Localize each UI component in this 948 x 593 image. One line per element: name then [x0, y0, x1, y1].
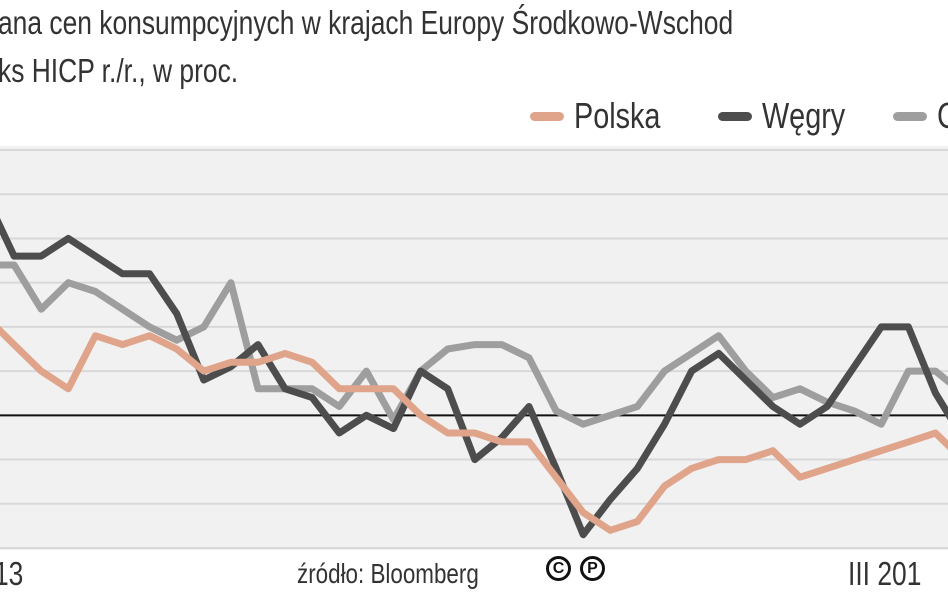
x-tick-label-end: III 201 — [848, 555, 922, 592]
legend-label-polska: Polska — [574, 95, 661, 136]
legend-label-czechy: C — [937, 95, 948, 137]
legend-item-czechy: C — [893, 95, 948, 137]
legend-swatch-czechy — [893, 111, 927, 121]
legend-label-wegry: Węgry — [762, 95, 846, 136]
chart-subtitle: ks HICP r./r., w proc. — [0, 52, 239, 89]
legend-swatch-polska — [530, 111, 564, 121]
source-note: źródło: Bloomberg — [297, 558, 479, 589]
chart-title: ana cen konsumpcyjnych w krajach Europy … — [0, 4, 734, 41]
legend-item-polska: Polska — [530, 95, 682, 136]
legend-item-wegry: Węgry — [718, 95, 866, 136]
legend-swatch-wegry — [718, 111, 752, 121]
plot-area — [0, 146, 948, 550]
x-tick-label-start: 13 — [0, 555, 24, 592]
copyright-icon: C — [546, 556, 571, 581]
phonogram-copyright-icon: P — [580, 556, 605, 581]
